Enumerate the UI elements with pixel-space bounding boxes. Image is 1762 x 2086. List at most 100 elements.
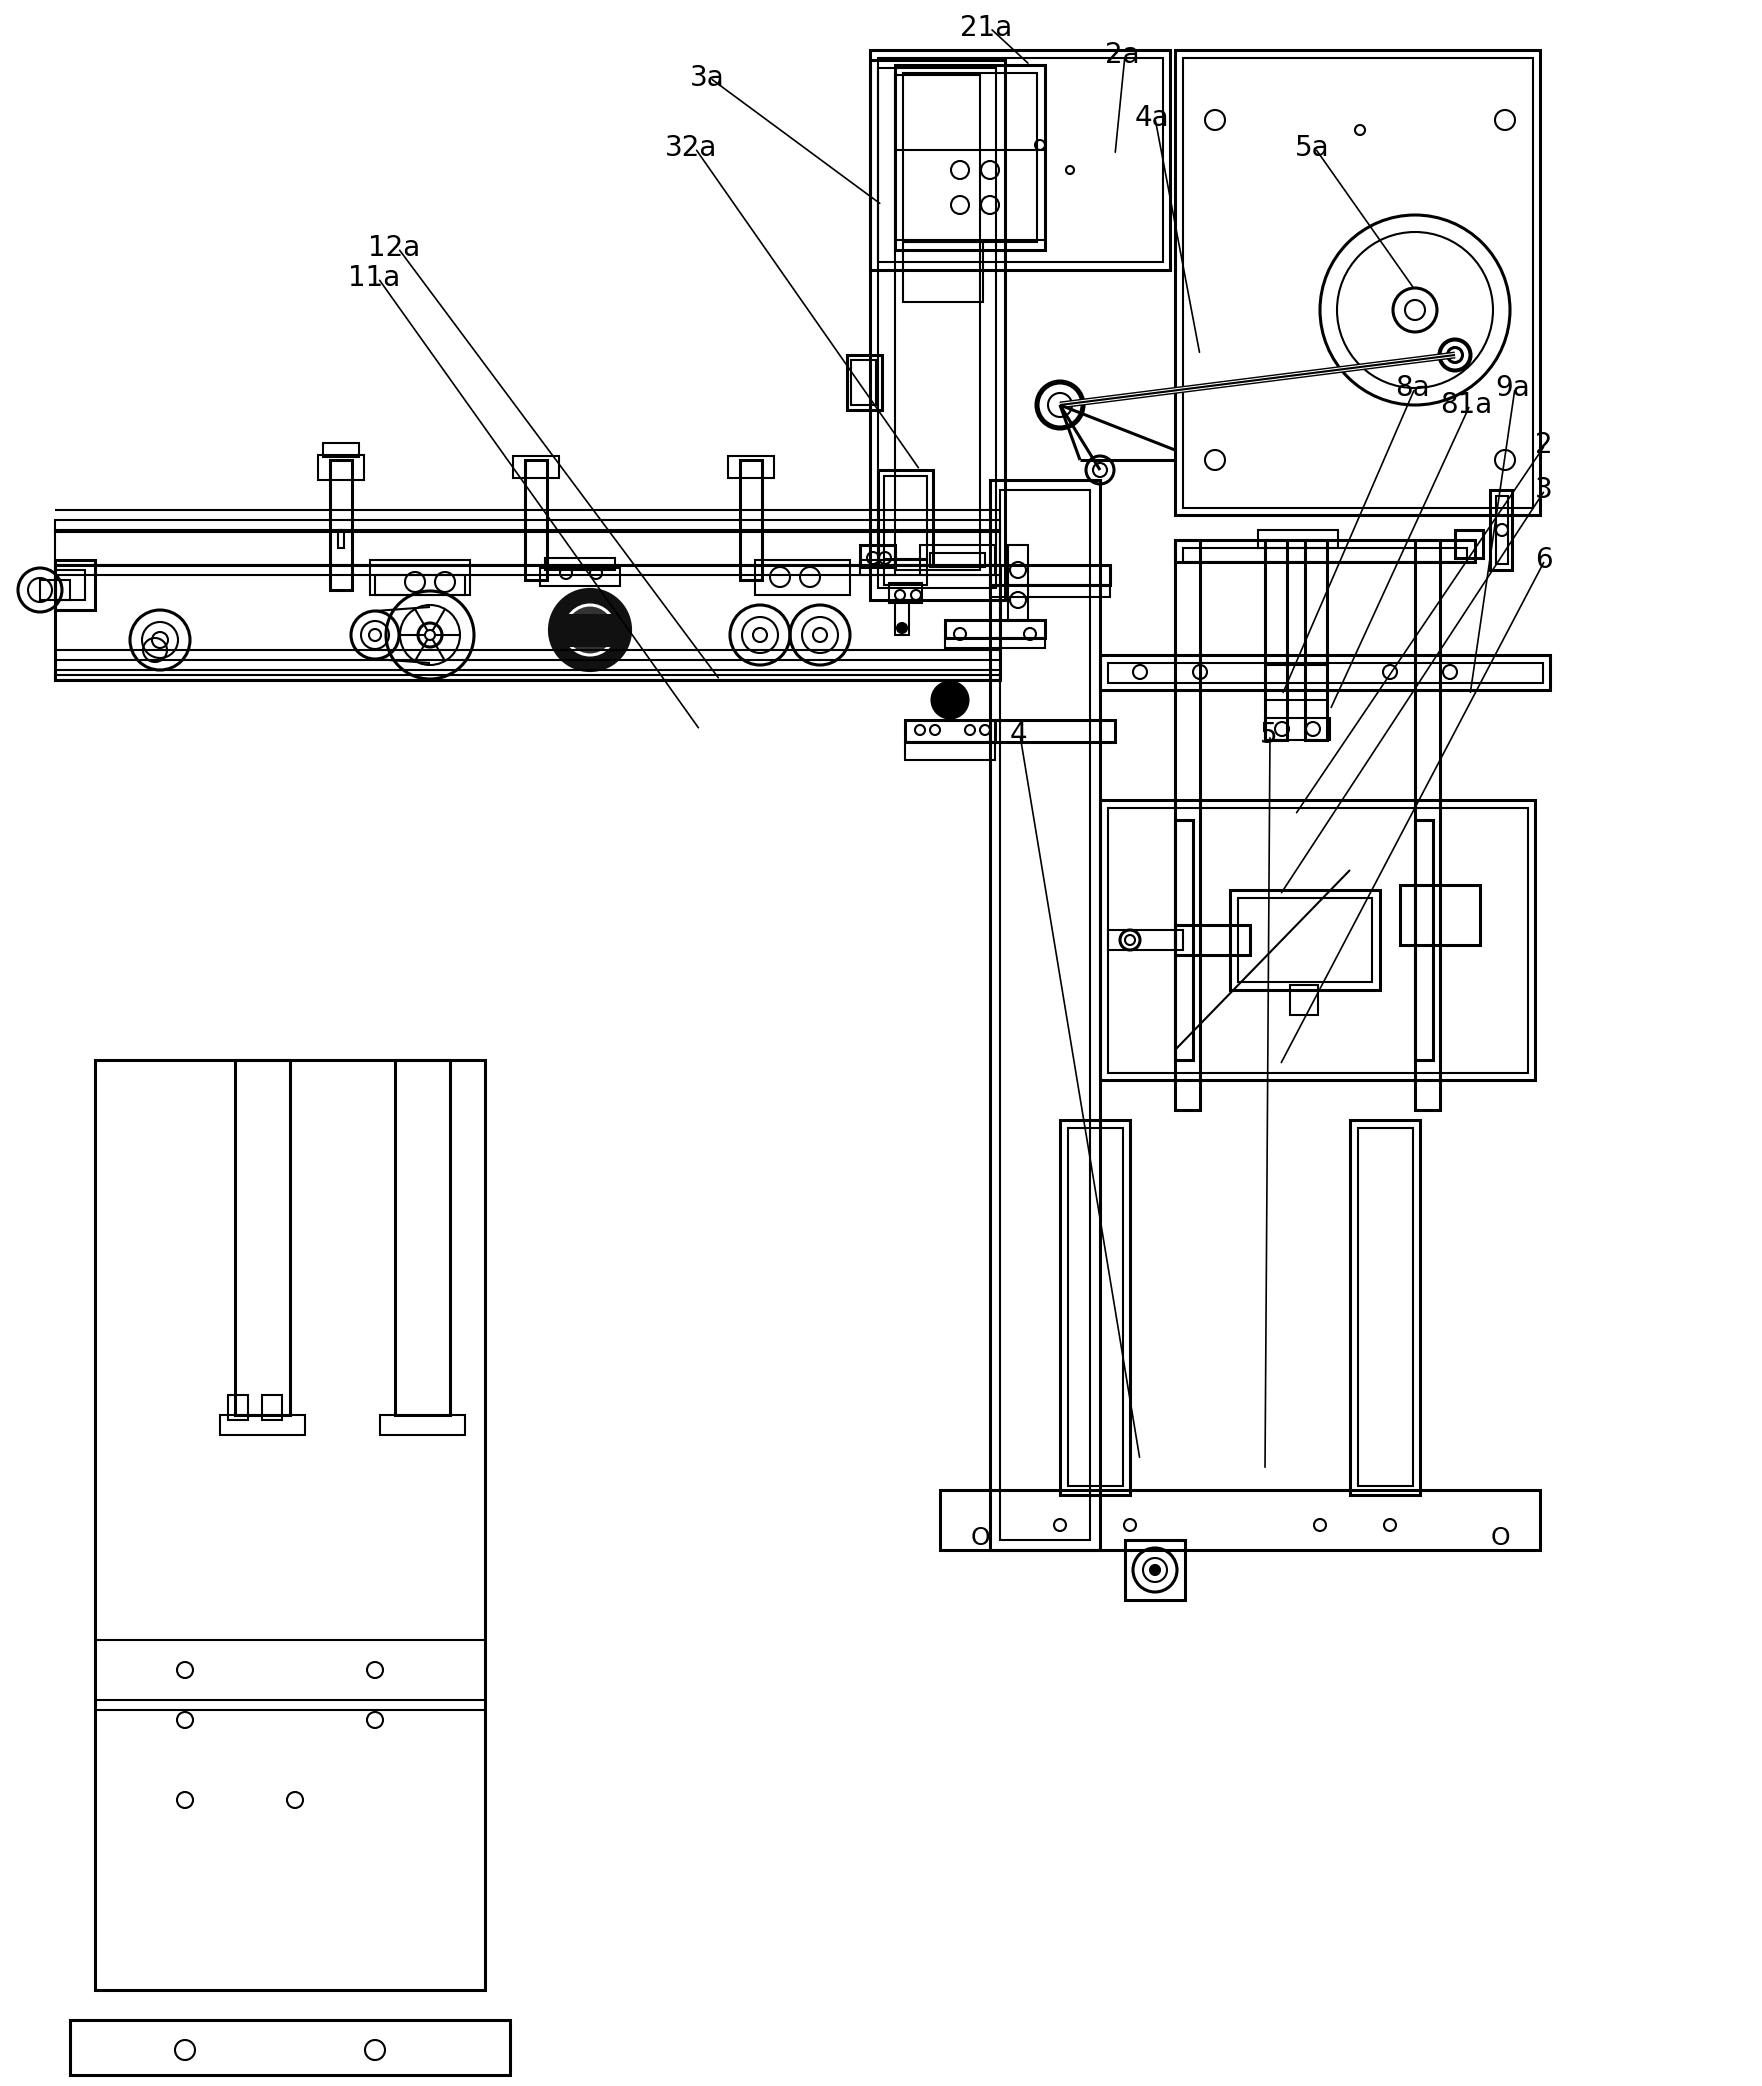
Bar bbox=[902, 242, 983, 302]
Bar bbox=[944, 620, 1045, 638]
Bar bbox=[1265, 718, 1330, 741]
Bar bbox=[1124, 1539, 1186, 1600]
Bar bbox=[1265, 540, 1286, 741]
Text: 32a: 32a bbox=[664, 134, 717, 163]
Bar bbox=[381, 1414, 465, 1435]
Bar bbox=[1290, 985, 1318, 1016]
Bar bbox=[55, 565, 1001, 680]
Bar bbox=[1099, 655, 1551, 690]
Bar bbox=[1239, 897, 1373, 983]
Bar bbox=[55, 519, 1001, 532]
Circle shape bbox=[897, 624, 907, 632]
Bar bbox=[860, 559, 895, 576]
Bar bbox=[1175, 540, 1200, 1110]
Bar bbox=[1008, 544, 1027, 620]
Bar bbox=[227, 1396, 248, 1421]
Bar bbox=[1175, 924, 1249, 955]
Text: 4: 4 bbox=[1010, 722, 1027, 749]
Text: 81a: 81a bbox=[1440, 390, 1492, 419]
Text: 4a: 4a bbox=[1135, 104, 1170, 131]
Bar bbox=[539, 567, 620, 586]
Bar bbox=[317, 455, 365, 480]
Bar bbox=[890, 582, 922, 603]
Bar bbox=[55, 676, 1001, 680]
Bar bbox=[860, 544, 895, 567]
Bar bbox=[1175, 50, 1540, 515]
Circle shape bbox=[550, 590, 631, 670]
Bar bbox=[877, 469, 934, 565]
Bar bbox=[544, 557, 615, 569]
Text: 3: 3 bbox=[1535, 476, 1552, 505]
Bar bbox=[1230, 891, 1380, 991]
Bar bbox=[1455, 530, 1484, 557]
Bar bbox=[906, 743, 996, 759]
Text: 12a: 12a bbox=[368, 234, 421, 263]
Bar bbox=[1108, 663, 1544, 682]
Bar bbox=[990, 480, 1099, 1550]
Bar bbox=[375, 576, 465, 595]
Text: 8a: 8a bbox=[1396, 373, 1429, 403]
Bar bbox=[851, 361, 876, 405]
Bar bbox=[1099, 801, 1535, 1081]
Bar bbox=[848, 355, 883, 411]
Bar bbox=[1350, 1120, 1420, 1496]
Bar bbox=[1068, 1129, 1122, 1485]
Circle shape bbox=[580, 620, 601, 640]
Bar bbox=[95, 1060, 485, 1990]
Bar bbox=[920, 544, 996, 576]
Bar bbox=[234, 1060, 291, 1414]
Bar bbox=[1108, 930, 1182, 949]
Bar bbox=[1061, 1120, 1129, 1496]
Bar bbox=[895, 65, 1045, 250]
Bar bbox=[895, 75, 980, 569]
Text: O: O bbox=[1491, 1527, 1510, 1550]
Bar bbox=[338, 530, 344, 549]
Text: 5a: 5a bbox=[1295, 134, 1330, 163]
Bar bbox=[930, 553, 985, 567]
Bar bbox=[1306, 540, 1327, 741]
Bar bbox=[220, 1414, 305, 1435]
Text: 21a: 21a bbox=[960, 15, 1011, 42]
Text: 11a: 11a bbox=[349, 265, 400, 292]
Bar bbox=[329, 461, 352, 590]
Bar bbox=[944, 638, 1045, 649]
Text: O: O bbox=[971, 1527, 990, 1550]
Text: 9a: 9a bbox=[1494, 373, 1529, 403]
Bar bbox=[370, 559, 470, 595]
Bar bbox=[990, 565, 1110, 584]
Bar bbox=[1001, 490, 1091, 1539]
Text: 2: 2 bbox=[1535, 432, 1552, 459]
Bar bbox=[263, 1396, 282, 1421]
Bar bbox=[1108, 807, 1528, 1072]
Bar bbox=[877, 58, 1163, 263]
Bar bbox=[870, 60, 1004, 601]
Text: 3a: 3a bbox=[691, 65, 724, 92]
Bar bbox=[1401, 884, 1480, 945]
Bar bbox=[322, 442, 359, 457]
Bar bbox=[1175, 820, 1193, 1060]
Bar bbox=[1258, 530, 1337, 549]
Bar bbox=[70, 2019, 509, 2076]
Bar bbox=[885, 476, 927, 559]
Bar bbox=[1496, 496, 1508, 563]
Text: 6: 6 bbox=[1535, 547, 1552, 574]
Bar bbox=[870, 50, 1170, 269]
Circle shape bbox=[566, 605, 615, 655]
Bar bbox=[885, 559, 927, 584]
Bar bbox=[555, 615, 626, 645]
Bar bbox=[906, 720, 996, 743]
Bar bbox=[41, 580, 70, 601]
Text: 5: 5 bbox=[1260, 722, 1277, 749]
Bar bbox=[55, 530, 1001, 565]
Bar bbox=[939, 1489, 1540, 1550]
Bar bbox=[1415, 820, 1433, 1060]
Bar bbox=[1491, 490, 1512, 569]
Bar bbox=[395, 1060, 449, 1414]
Bar bbox=[990, 584, 1110, 597]
Bar bbox=[513, 457, 559, 478]
Bar bbox=[55, 569, 85, 601]
Circle shape bbox=[1151, 1564, 1159, 1575]
Bar bbox=[990, 720, 1115, 743]
Circle shape bbox=[932, 682, 967, 718]
Bar bbox=[902, 73, 1038, 242]
